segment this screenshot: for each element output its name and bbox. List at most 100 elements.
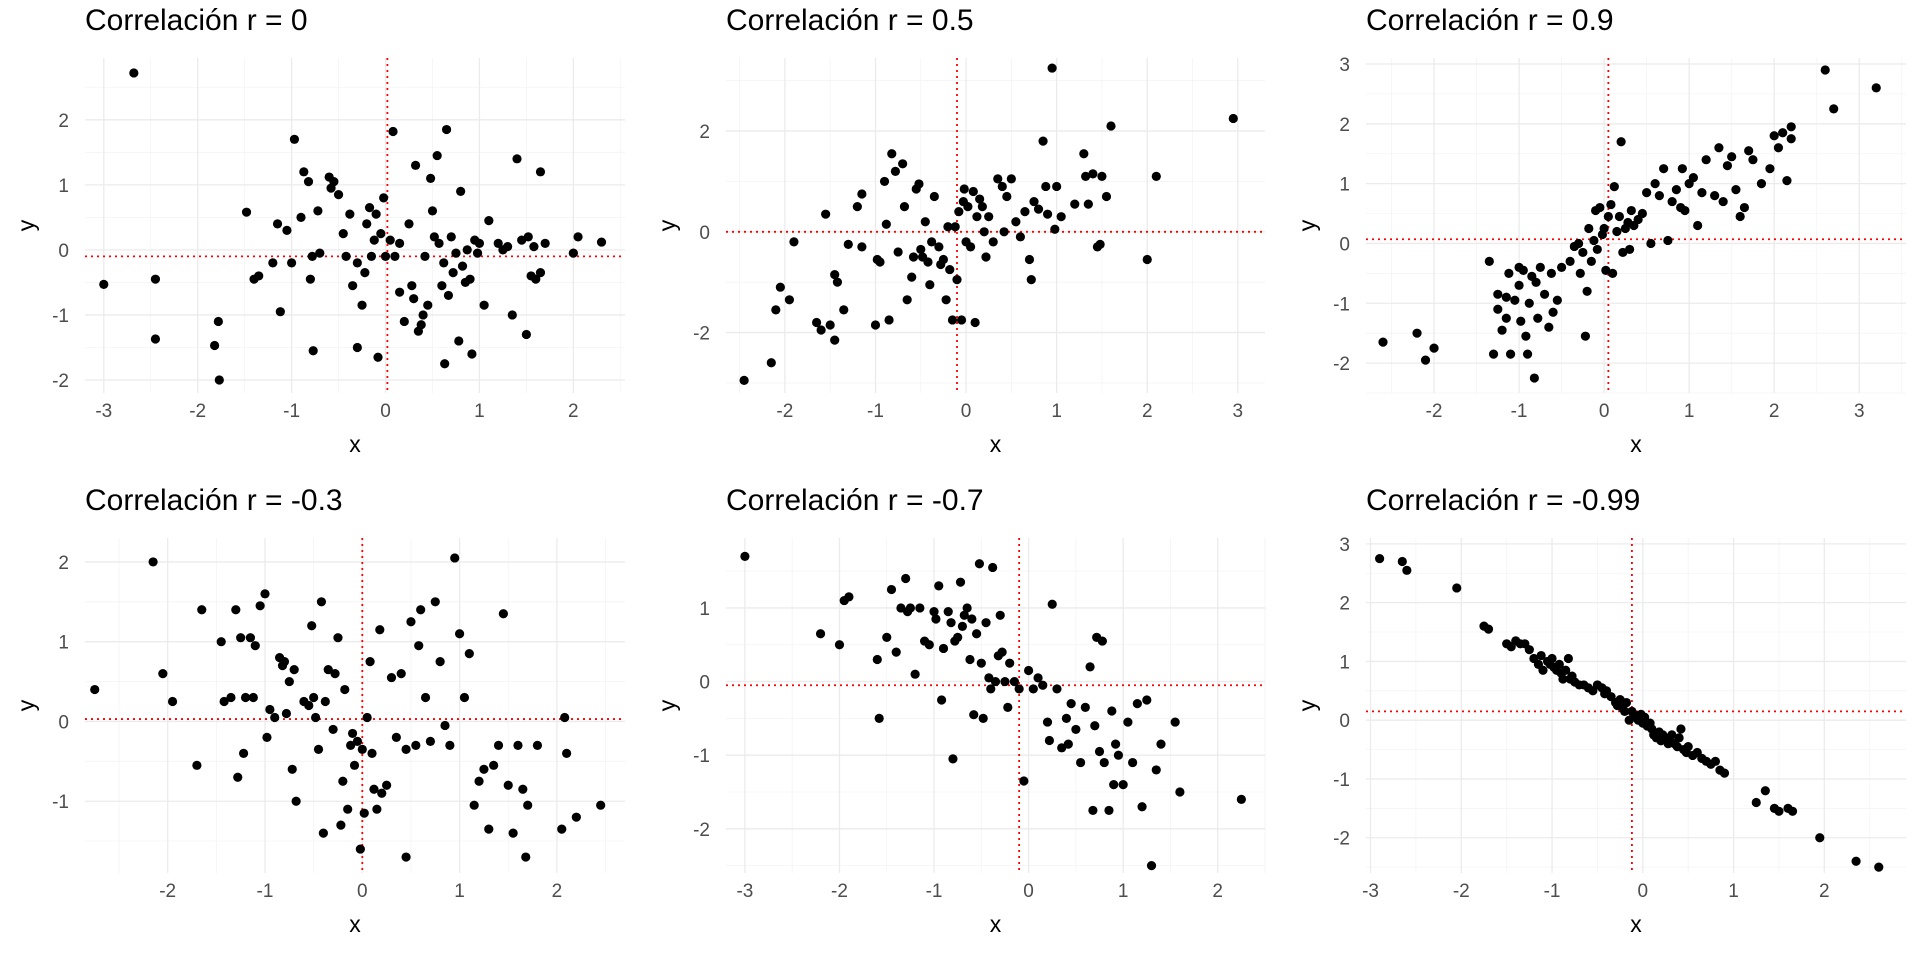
data-point xyxy=(254,271,264,281)
scatter-panel-3: -2 -1 0 1 2 3 -2 -1 0 1 2 3 Correlación r = 0.9 x y xyxy=(1294,4,1906,457)
data-point xyxy=(345,209,355,219)
data-point xyxy=(979,227,989,237)
data-point xyxy=(250,641,260,651)
data-point xyxy=(382,780,392,790)
data-point xyxy=(1151,765,1161,775)
data-point xyxy=(328,724,338,735)
data-point xyxy=(1009,676,1020,687)
data-point xyxy=(1015,232,1026,242)
data-point xyxy=(1042,209,1053,219)
data-point xyxy=(1044,735,1054,746)
data-point xyxy=(965,654,975,665)
data-point xyxy=(1829,104,1839,114)
data-point xyxy=(1088,169,1098,179)
data-point xyxy=(360,268,370,278)
data-point xyxy=(1118,780,1128,790)
data-point xyxy=(529,242,539,252)
data-point xyxy=(1552,295,1562,305)
data-point xyxy=(1106,121,1116,131)
y-axis-label: y xyxy=(654,219,680,231)
data-point xyxy=(1547,653,1557,664)
data-point xyxy=(905,603,915,613)
y-tick-label: -1 xyxy=(52,792,69,813)
data-point xyxy=(469,800,479,810)
data-point xyxy=(1033,673,1043,683)
x-tick-label: 2 xyxy=(568,401,579,422)
data-point xyxy=(1722,161,1733,171)
data-point xyxy=(1504,268,1514,278)
data-point xyxy=(971,629,982,639)
x-tick-label: -3 xyxy=(95,401,112,422)
y-tick-label: 1 xyxy=(1339,652,1350,673)
data-point xyxy=(467,349,477,359)
data-point xyxy=(129,68,139,78)
data-point xyxy=(462,245,472,255)
data-point xyxy=(445,740,455,750)
x-tick-label: 2 xyxy=(1819,881,1830,902)
data-point xyxy=(1484,256,1494,266)
data-point xyxy=(521,852,531,862)
data-point xyxy=(238,748,249,758)
data-point xyxy=(937,695,947,705)
data-point xyxy=(386,672,397,683)
data-point xyxy=(1582,286,1592,296)
data-point xyxy=(1142,695,1152,705)
data-point xyxy=(272,219,283,229)
data-point xyxy=(336,820,346,830)
data-point xyxy=(931,614,941,624)
data-point xyxy=(1097,171,1107,181)
data-point xyxy=(988,562,998,573)
data-point xyxy=(451,248,461,258)
data-point xyxy=(890,166,901,176)
data-point xyxy=(307,251,317,261)
data-point xyxy=(1683,742,1693,752)
data-point xyxy=(952,275,962,285)
data-point xyxy=(1104,805,1114,816)
data-point xyxy=(357,744,367,754)
data-point xyxy=(1028,684,1038,694)
y-axis-label: y xyxy=(654,699,680,711)
data-point xyxy=(1719,768,1730,778)
data-point xyxy=(430,597,440,607)
data-point xyxy=(407,281,417,291)
data-point xyxy=(291,796,301,806)
data-point xyxy=(1041,181,1051,192)
data-point xyxy=(236,633,246,643)
data-point xyxy=(435,657,445,667)
data-point xyxy=(333,633,343,643)
x-tick-label: -1 xyxy=(926,881,943,902)
data-point xyxy=(372,804,382,814)
y-tick-label: -2 xyxy=(1333,829,1350,850)
data-point xyxy=(231,605,241,615)
data-point xyxy=(364,203,375,213)
data-point xyxy=(1014,684,1024,694)
data-point xyxy=(887,149,897,159)
data-point xyxy=(1820,65,1830,75)
data-point xyxy=(313,744,324,754)
data-point xyxy=(941,295,951,305)
data-point xyxy=(241,207,252,217)
data-point xyxy=(365,657,375,667)
y-tick-label: 0 xyxy=(1339,711,1350,732)
data-point xyxy=(341,251,351,261)
data-point xyxy=(535,268,546,278)
data-point xyxy=(1524,298,1534,308)
data-point xyxy=(988,237,998,247)
data-point xyxy=(596,237,607,247)
x-tick-label: -2 xyxy=(1453,881,1470,902)
data-point xyxy=(766,358,776,368)
chart-title: Correlación r = 0.5 xyxy=(726,4,974,37)
data-point xyxy=(981,252,991,262)
data-point xyxy=(1578,247,1588,258)
y-tick-label: 2 xyxy=(58,553,69,574)
x-axis-label: x xyxy=(349,431,361,457)
x-tick-label: 1 xyxy=(1118,881,1129,902)
data-point xyxy=(416,605,426,615)
data-point xyxy=(879,176,890,187)
data-point xyxy=(1561,665,1571,675)
data-point xyxy=(454,336,464,346)
data-point xyxy=(531,274,541,284)
data-point xyxy=(1050,224,1060,234)
data-point xyxy=(299,167,309,177)
data-point xyxy=(857,242,867,252)
